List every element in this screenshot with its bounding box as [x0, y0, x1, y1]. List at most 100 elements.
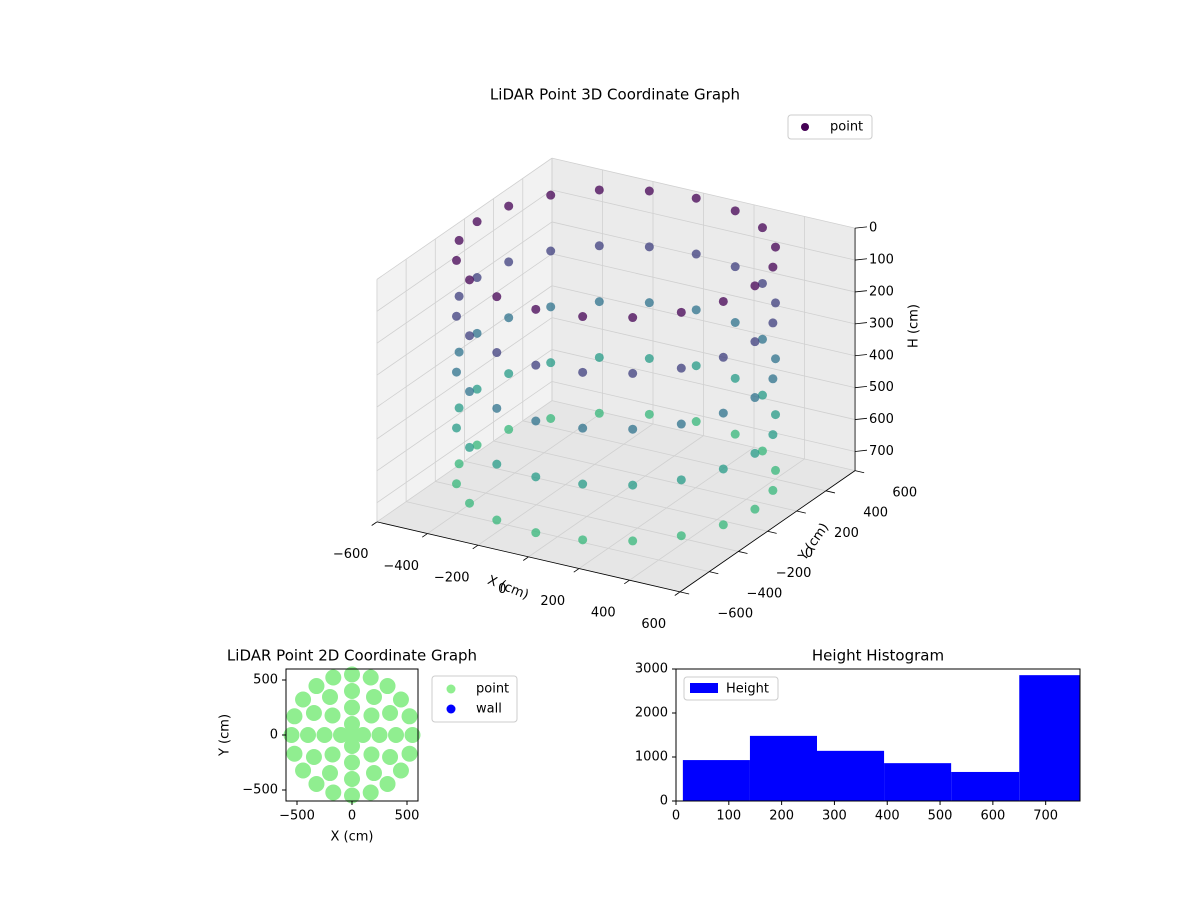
tick-mark	[855, 449, 868, 452]
bar	[817, 750, 885, 801]
legend-label: point	[476, 682, 509, 697]
point	[531, 360, 541, 370]
point	[757, 390, 767, 400]
grid-line	[551, 381, 856, 452]
point	[718, 408, 728, 418]
point	[371, 727, 388, 743]
point	[768, 485, 778, 495]
tick-mark	[855, 290, 868, 293]
point	[454, 235, 464, 245]
grid-line	[551, 189, 856, 261]
bar	[884, 763, 952, 801]
point	[492, 348, 502, 358]
point	[730, 262, 740, 272]
x-tick-label: 0	[672, 809, 680, 824]
point	[757, 278, 767, 288]
point	[465, 331, 475, 341]
point	[750, 281, 760, 291]
point	[344, 771, 360, 787]
grid-line	[551, 253, 856, 325]
point	[454, 403, 464, 413]
point	[578, 535, 588, 545]
point	[578, 479, 588, 489]
point	[322, 765, 338, 782]
x-tick-label: 400	[875, 809, 900, 824]
point	[718, 520, 728, 530]
point	[504, 424, 514, 434]
point	[594, 297, 604, 307]
x-tick-label: −600	[333, 547, 369, 562]
point	[492, 403, 502, 413]
bar	[1019, 675, 1080, 801]
point	[546, 414, 556, 424]
x-axis-line	[376, 521, 681, 593]
point	[363, 707, 380, 724]
point	[316, 727, 333, 743]
point	[392, 762, 409, 779]
tick-mark	[855, 354, 868, 357]
point	[594, 408, 604, 418]
point	[472, 440, 482, 450]
point	[628, 480, 638, 490]
grid-line	[376, 189, 553, 312]
point	[750, 337, 760, 347]
y-tick-label: −400	[747, 586, 783, 601]
tick-mark	[855, 417, 868, 420]
point	[757, 334, 767, 344]
point	[504, 369, 514, 379]
x-tick-label: 200	[540, 594, 565, 609]
point	[344, 716, 360, 732]
legend-frame	[683, 676, 779, 701]
point	[771, 465, 781, 475]
point	[366, 688, 382, 705]
point	[451, 311, 461, 321]
point	[771, 354, 781, 364]
point	[308, 775, 325, 792]
point	[305, 749, 322, 765]
y-tick-label: 0	[270, 728, 278, 743]
x-tick-label: 200	[769, 809, 794, 824]
x-tick-label: 600	[641, 617, 666, 632]
point	[546, 302, 556, 312]
plot-frame	[675, 668, 1081, 802]
grid-line	[551, 157, 856, 229]
y-tick-label: −500	[242, 783, 278, 798]
point	[531, 472, 541, 482]
tick-mark	[855, 322, 868, 325]
point	[594, 352, 604, 362]
point	[454, 291, 464, 301]
x-tick-label: 400	[591, 605, 616, 620]
point	[366, 765, 382, 782]
z-tick-label: 0	[869, 221, 877, 236]
point	[768, 374, 778, 384]
point	[344, 727, 360, 743]
grid-line	[376, 221, 553, 344]
point	[451, 423, 461, 433]
point	[283, 727, 300, 743]
point	[344, 666, 360, 683]
point	[768, 318, 778, 328]
point	[504, 313, 514, 323]
legend-label: Height	[726, 682, 769, 697]
point	[465, 498, 475, 508]
z-tick-label: 700	[869, 444, 894, 459]
grid-line	[435, 481, 739, 552]
point	[379, 678, 396, 695]
chart-title: Height Histogram	[812, 647, 944, 665]
point	[531, 416, 541, 426]
point	[676, 475, 686, 485]
point	[757, 446, 767, 456]
point	[362, 669, 379, 686]
grid-line	[551, 349, 856, 420]
point	[644, 354, 654, 364]
point	[451, 479, 461, 489]
point	[492, 292, 502, 302]
bar	[682, 760, 750, 801]
point	[750, 504, 760, 514]
point	[344, 787, 360, 804]
point	[344, 683, 360, 699]
point	[492, 459, 502, 469]
legend-marker	[446, 704, 456, 714]
point	[691, 305, 701, 315]
z-tick-label: 200	[869, 284, 894, 299]
